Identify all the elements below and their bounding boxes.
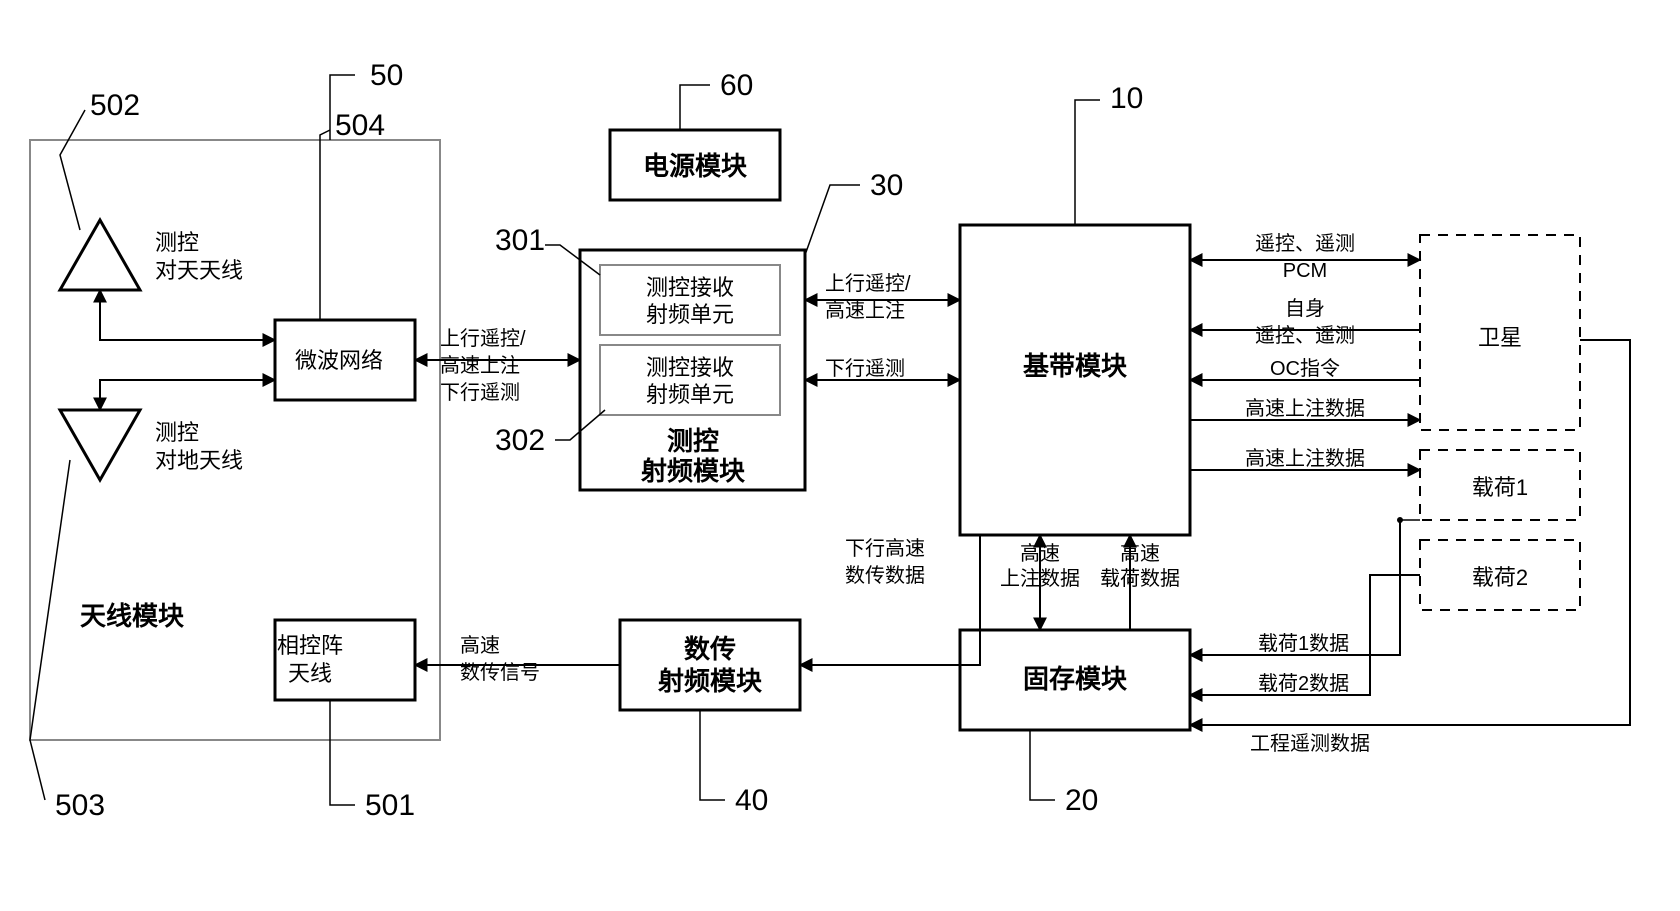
label-30-l1: 测控	[667, 426, 719, 456]
antenna-module-title: 天线模块	[80, 601, 184, 631]
ref-501: 501	[365, 789, 415, 822]
edge-10-20a-l2: 上注数据	[1000, 567, 1080, 590]
label-501-l2: 天线	[288, 661, 332, 686]
edge-pcm-l1: 遥控、遥测	[1255, 232, 1355, 255]
label-p1: 载荷1	[1472, 475, 1528, 500]
edge-self-l2: 遥控、遥测	[1255, 324, 1355, 347]
label-503-l2: 对地天线	[155, 448, 243, 473]
label-504: 微波网络	[295, 348, 383, 373]
label-10: 基带模块	[1023, 351, 1127, 381]
label-p2: 载荷2	[1472, 565, 1528, 590]
leader-30	[805, 185, 860, 255]
edge-p1-20-l: 载荷1数据	[1258, 632, 1349, 655]
label-302-l1: 测控接收	[646, 355, 734, 380]
label-40-l1: 数传	[684, 634, 736, 664]
label-40-l2: 射频模块	[657, 666, 762, 696]
edge-oc: OC指令	[1270, 357, 1340, 380]
edge-pcm-l2: PCM	[1283, 260, 1327, 282]
leader-20	[1030, 730, 1055, 800]
edge-hs-p1: 高速上注数据	[1245, 447, 1365, 470]
label-30-l2: 射频模块	[640, 456, 745, 486]
edge-10-40-l2: 数传数据	[845, 564, 925, 587]
block-diagram: 天线模块 测控 对天天线 测控 对地天线 微波网络 相控阵 天线 电源模块 测控…	[0, 0, 1680, 911]
edge-301-10-l2: 高速上注	[825, 299, 905, 322]
leader-10	[1075, 100, 1100, 225]
edge-p2-20-l: 载荷2数据	[1258, 672, 1349, 695]
label-20: 固存模块	[1023, 664, 1127, 694]
ref-504: 504	[335, 109, 385, 142]
edge-40-501-l1: 高速	[460, 634, 500, 657]
ref-301: 301	[495, 224, 545, 257]
ref-10: 10	[1110, 82, 1143, 115]
edge-40-501-l2: 数传信号	[460, 661, 540, 684]
ref-20: 20	[1065, 784, 1098, 817]
ref-502: 502	[90, 89, 140, 122]
label-301-l1: 测控接收	[646, 275, 734, 300]
edge-301-10-l1: 上行遥控/	[825, 272, 911, 295]
label-503-l1: 测控	[155, 420, 199, 445]
ref-60: 60	[720, 69, 753, 102]
edge-504-30-l3: 下行遥测	[440, 381, 520, 404]
edge-eng-l: 工程遥测数据	[1250, 732, 1370, 755]
ref-30: 30	[870, 169, 903, 202]
phased-array-box	[275, 620, 415, 700]
label-502-l2: 对天天线	[155, 258, 243, 283]
ref-503: 503	[55, 789, 105, 822]
edge-10-20b-l1: 高速	[1120, 542, 1160, 565]
edge-hs-sat: 高速上注数据	[1245, 397, 1365, 420]
edge-504-30-l2: 高速上注	[440, 354, 520, 377]
edge-10-20a-l1: 高速	[1020, 542, 1060, 565]
label-502-l1: 测控	[155, 230, 199, 255]
edge-self-l1: 自身	[1285, 297, 1325, 320]
ref-302: 302	[495, 424, 545, 457]
edge-504-30-l1: 上行遥控/	[440, 327, 526, 350]
label-60: 电源模块	[643, 151, 747, 181]
label-501-l1: 相控阵	[277, 633, 343, 658]
label-301-l2: 射频单元	[646, 302, 734, 327]
ref-40: 40	[735, 784, 768, 817]
leader-40	[700, 710, 725, 800]
label-302-l2: 射频单元	[646, 382, 734, 407]
ref-50: 50	[370, 59, 403, 92]
edge-302-10-l1: 下行遥测	[825, 357, 905, 380]
edge-10-20b-l2: 载荷数据	[1100, 567, 1180, 590]
label-sat: 卫星	[1478, 325, 1522, 350]
edge-10-40-l1: 下行高速	[845, 537, 925, 560]
leader-60	[680, 85, 710, 130]
